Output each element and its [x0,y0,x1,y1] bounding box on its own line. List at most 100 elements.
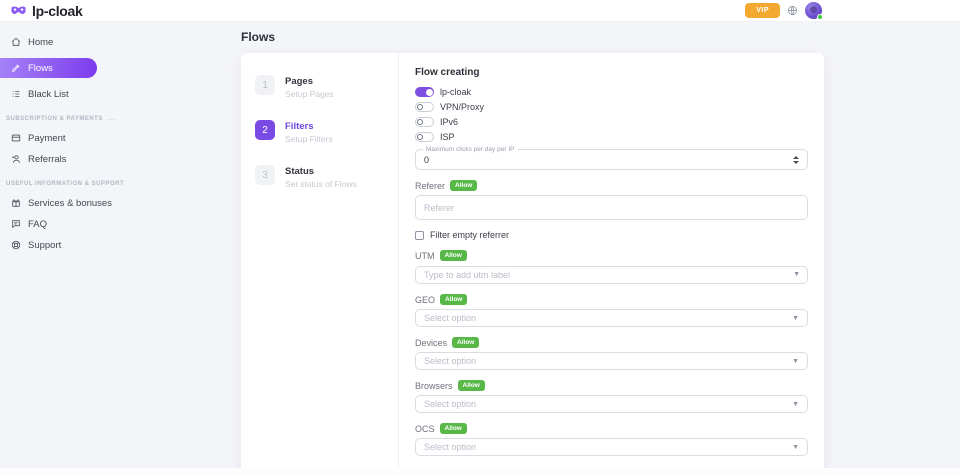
utm-input[interactable] [415,266,808,284]
step-title: Filters [285,121,314,132]
online-status-dot [817,14,823,20]
sidebar-item-label: Black List [28,88,69,100]
brand-name: lp-cloak [32,2,83,19]
select-placeholder: Select option [424,356,477,366]
sidebar-item-home[interactable]: Home [0,32,121,52]
step-title: Pages [285,76,313,87]
stepper: 1 Pages Setup Pages 2 Filters Setup Filt… [241,53,399,475]
sidebar-item-label: Home [28,36,54,48]
sidebar-item-label: Payment [28,132,66,144]
sidebar-item-referrals[interactable]: Referrals [0,149,121,169]
referer-label: Referer [415,180,446,191]
referer-allow-badge[interactable]: Allow [450,180,478,191]
toggle-vpn-proxy[interactable]: VPN/Proxy [415,102,808,112]
step-title: Status [285,166,315,177]
max-clicks-field: Maximum clicks per day per IP [415,146,808,170]
home-icon [11,37,21,46]
referer-input[interactable] [415,195,808,220]
utm-allow-badge[interactable]: Allow [439,250,467,261]
form-heading: Flow creating [415,67,480,78]
chevron-down-icon: ▼ [792,443,799,451]
mask-icon [11,6,26,14]
toggle-label: ISP [440,132,455,142]
browsers-allow-badge[interactable]: Allow [457,380,485,391]
chevron-down-icon: ▼ [792,357,799,365]
toggle-label: IPv6 [440,117,459,127]
sidebar-section-title: Useful information & support [6,181,125,187]
number-stepper[interactable] [787,155,799,164]
filter-empty-referrer-row[interactable]: Filter empty referrer [415,230,808,240]
devices-label: Devices [415,337,448,348]
sidebar: Home Flows Black List Subscription & pay… [0,22,125,475]
topbar: lp-cloak VIP [0,0,960,22]
select-placeholder: Select option [424,399,477,409]
page-title: Flows [241,30,276,44]
step-number: 3 [255,165,275,185]
user-avatar[interactable] [805,2,823,20]
toggle-isp[interactable]: ISP [415,132,808,142]
sidebar-item-flows[interactable]: Flows [0,58,97,78]
toggle-label: lp-cloak [440,87,472,97]
geo-allow-badge[interactable]: Allow [440,294,468,305]
sidebar-item-label: FAQ [28,218,48,230]
devices-select[interactable]: Select option ▼ [415,352,808,370]
max-clicks-label: Maximum clicks per day per IP [423,146,518,153]
max-clicks-input[interactable] [424,154,787,165]
gift-icon [12,199,20,207]
step-subtitle: Setup Filters [285,134,333,144]
sidebar-item-label: Services & bonuses [28,197,112,209]
ocs-allow-badge[interactable]: Allow [439,423,467,434]
credit-card-icon [11,134,21,142]
checkbox-label: Filter empty referrer [430,230,510,240]
flows-icon [12,64,20,72]
chevron-down-icon: ▼ [792,400,799,408]
sidebar-item-services-bonuses[interactable]: Services & bonuses [0,193,121,213]
toggle-switch-on[interactable] [415,87,434,97]
chevron-down-icon: ▼ [792,314,799,322]
sidebar-item-black-list[interactable]: Black List [0,84,121,104]
devices-allow-badge[interactable]: Allow [452,337,480,348]
toggle-ipv6[interactable]: IPv6 [415,117,808,127]
utm-label: UTM [415,250,435,261]
step-subtitle: Setup Pages [285,89,334,99]
geo-select[interactable]: Select option ▼ [415,309,808,327]
toggle-switch-off[interactable] [415,132,434,142]
geo-label: GEO [415,294,436,305]
browsers-label: Browsers [415,380,453,391]
toggle-switch-off[interactable] [415,117,434,127]
step-pages[interactable]: 1 Pages Setup Pages [255,75,384,99]
ocs-label: OCS [415,423,435,434]
select-placeholder: Select option [424,442,477,452]
footer-strip [0,468,960,475]
toggle-switch-off[interactable] [415,102,434,112]
toggle-label: VPN/Proxy [440,102,485,112]
sidebar-item-label: Flows [28,62,53,74]
chat-icon [12,220,20,229]
flow-creating-form: Flow creating lp-cloak VPN/Proxy IPv6 IS… [399,53,824,475]
flow-card: 1 Pages Setup Pages 2 Filters Setup Filt… [241,53,824,475]
utm-combo: ▼ [415,265,808,284]
sidebar-item-faq[interactable]: FAQ [0,214,121,234]
main-content: Flows 1 Pages Setup Pages 2 Filters Setu… [121,22,960,475]
ocs-select[interactable]: Select option ▼ [415,438,808,456]
sidebar-section-title: Subscription & payments [6,116,121,122]
step-number: 1 [255,75,275,95]
vip-button[interactable]: VIP [745,3,780,18]
step-filters[interactable]: 2 Filters Setup Filters [255,120,384,144]
list-icon [12,91,20,97]
browsers-select[interactable]: Select option ▼ [415,395,808,413]
life-ring-icon [11,240,21,250]
sidebar-item-label: Support [28,239,62,251]
sidebar-item-payment[interactable]: Payment [0,128,121,148]
step-status[interactable]: 3 Status Set status of Flows [255,165,384,189]
step-subtitle: Set status of Flows [285,179,357,189]
select-placeholder: Select option [424,313,477,323]
toggle-lp-cloak[interactable]: lp-cloak [415,87,808,97]
filter-empty-referrer-checkbox[interactable] [415,230,424,240]
sidebar-item-label: Referrals [28,153,67,165]
sidebar-item-support[interactable]: Support [0,235,121,255]
user-plus-icon [12,155,20,163]
step-number: 2 [255,120,275,140]
brand-logo[interactable]: lp-cloak [10,3,83,19]
globe-icon[interactable] [787,5,798,16]
